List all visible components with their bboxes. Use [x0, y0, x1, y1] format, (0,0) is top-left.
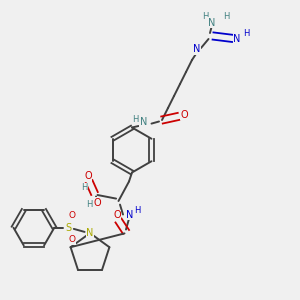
Text: O: O — [68, 211, 76, 220]
Text: N: N — [126, 209, 133, 220]
Text: N: N — [140, 117, 147, 127]
Text: O: O — [113, 210, 121, 220]
Text: H: H — [223, 12, 230, 21]
Text: H: H — [202, 12, 209, 21]
Text: N: N — [86, 228, 94, 238]
Text: S: S — [65, 223, 71, 233]
Text: H: H — [134, 206, 141, 215]
Text: N: N — [193, 44, 200, 55]
Text: O: O — [181, 110, 188, 120]
Text: O: O — [84, 171, 92, 181]
Text: H: H — [243, 28, 249, 38]
Text: H: H — [132, 115, 138, 124]
Text: O: O — [94, 197, 101, 208]
Text: O: O — [68, 235, 76, 244]
Text: H: H — [86, 200, 92, 209]
Text: N: N — [233, 34, 241, 44]
Text: H: H — [81, 183, 87, 192]
Text: N: N — [208, 17, 215, 28]
